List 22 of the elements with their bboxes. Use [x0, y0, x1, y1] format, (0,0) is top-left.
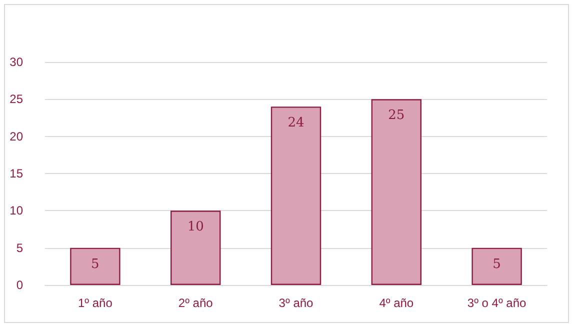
x-tick-label: 1º año — [78, 296, 113, 310]
y-tick-label: 10 — [10, 204, 24, 218]
data-label: 10 — [187, 220, 204, 235]
data-label: 25 — [388, 108, 405, 124]
x-tick-label: 3º año — [278, 296, 314, 310]
x-tick-label: 3º o 4º año — [467, 296, 527, 310]
y-tick-label: 15 — [10, 166, 24, 180]
bar — [270, 106, 322, 285]
y-tick-label: 20 — [10, 129, 24, 144]
bar — [472, 248, 522, 285]
y-tick-label: 25 — [10, 92, 24, 106]
y-tick-label: 0 — [16, 278, 24, 292]
bar — [70, 248, 120, 285]
data-label: 24 — [288, 116, 304, 131]
data-label: 5 — [492, 256, 501, 272]
y-tick-label: 5 — [16, 240, 24, 255]
y-tick-label: 30 — [10, 55, 24, 69]
data-label: 5 — [91, 256, 100, 272]
x-tick-label: 2º año — [178, 296, 214, 310]
bar — [371, 99, 422, 285]
x-tick-label: 4º año — [379, 296, 414, 310]
bar — [170, 210, 221, 285]
